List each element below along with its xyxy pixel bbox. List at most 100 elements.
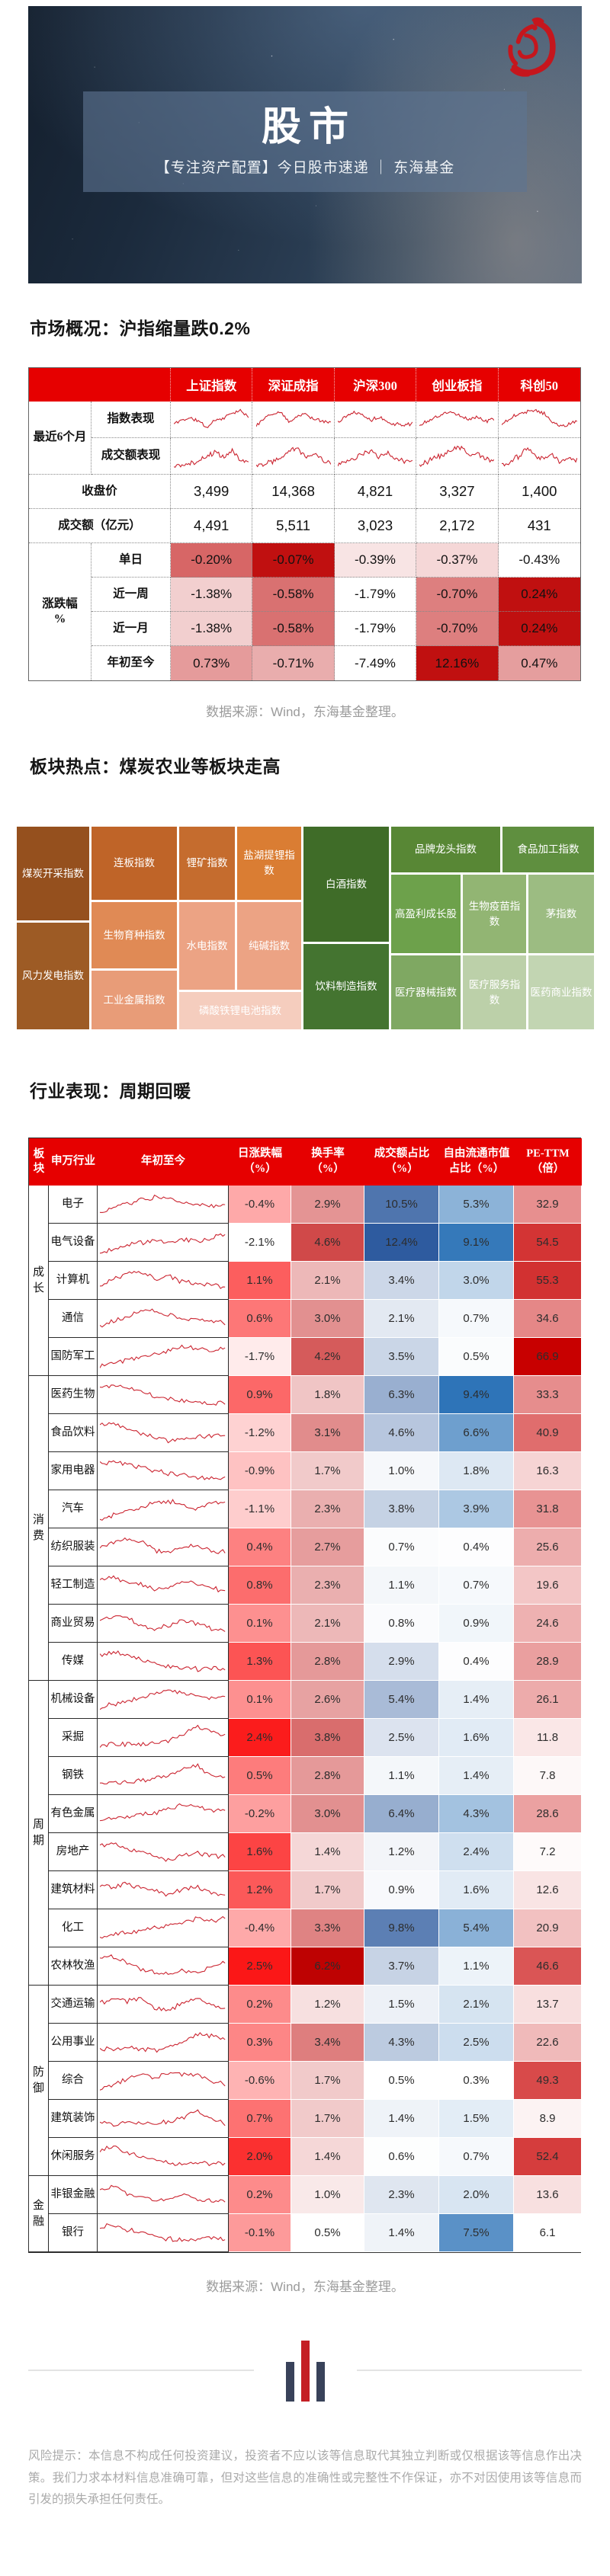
heatmap-cell: 32.9 — [514, 1186, 582, 1224]
banner-title-box: 股市 【专注资产配置】今日股市速递 ｜ 东海基金 — [83, 91, 527, 192]
sparkline-chart — [100, 1227, 225, 1258]
treemap-block: 磷酸铁锂电池指数 — [179, 992, 301, 1029]
row-label-turnover: 成交额（亿元） — [29, 509, 171, 543]
heatmap-cell: 0.2% — [229, 2176, 291, 2214]
industry-name: 家用电器 — [49, 1452, 98, 1490]
heatmap-cell: -0.4% — [229, 1909, 291, 1947]
heatmap-cell: 5.4% — [439, 1909, 514, 1947]
heatmap-cell: 1.5% — [364, 1986, 439, 2024]
sparkline-chart — [100, 1874, 225, 1906]
change-heatmap-cell: -0.43% — [498, 543, 580, 578]
heatmap-cell: 2.5% — [229, 1947, 291, 1986]
sector-group-label: 金融 — [29, 2176, 49, 2252]
heatmap-cell: 22.6 — [514, 2024, 582, 2062]
heatmap-cell: 3.0% — [291, 1795, 364, 1833]
industry-ytd-sparkline — [98, 2138, 229, 2176]
heatmap-cell: 0.8% — [364, 1605, 439, 1643]
industry-name: 国防军工 — [49, 1338, 98, 1376]
heatmap-cell: 11.8 — [514, 1719, 582, 1757]
heatmap-cell: 1.7% — [291, 1452, 364, 1490]
sparkline-chart — [100, 1722, 225, 1753]
change-heatmap-cell: 0.24% — [498, 578, 580, 612]
heatmap-cell: 0.7% — [229, 2100, 291, 2138]
heatmap-cell: 9.4% — [439, 1376, 514, 1414]
volume-performance-sparkline — [498, 438, 580, 475]
treemap-block: 医药商业指数 — [528, 955, 594, 1029]
change-heatmap-cell: -0.70% — [416, 578, 499, 612]
industry-ytd-sparkline — [98, 2214, 229, 2252]
heatmap-cell: 16.3 — [514, 1452, 582, 1490]
heatmap-cell: 1.1% — [364, 1757, 439, 1795]
heatmap-cell: 1.8% — [439, 1452, 514, 1490]
sparkline-chart — [100, 2179, 225, 2210]
heatmap-cell: 7.8 — [514, 1757, 582, 1795]
sparkline-chart — [100, 1646, 225, 1677]
industry-ytd-sparkline — [98, 2100, 229, 2138]
banner: 股市 【专注资产配置】今日股市速递 ｜ 东海基金 — [28, 6, 582, 283]
sector-group-label: 成长 — [29, 1186, 49, 1376]
industry-ytd-sparkline — [98, 1262, 229, 1300]
heatmap-cell: 1.2% — [364, 1833, 439, 1871]
heatmap-cell: 1.4% — [364, 2100, 439, 2138]
heatmap-cell: 0.7% — [439, 2138, 514, 2176]
heatmap-cell: 2.3% — [291, 1566, 364, 1605]
index-performance-sparkline — [498, 402, 580, 438]
heatmap-cell: 52.4 — [514, 2138, 582, 2176]
section-title-industry-performance: 行业表现：周期回暖 — [30, 1081, 191, 1101]
heatmap-cell: 0.5% — [439, 1338, 514, 1376]
heatmap-cell: 9.8% — [364, 1909, 439, 1947]
heatmap-cell: 2.1% — [291, 1262, 364, 1300]
heatmap-cell: 1.4% — [291, 1833, 364, 1871]
sparkline-chart — [100, 1493, 225, 1525]
change-heatmap-cell: -1.79% — [334, 578, 417, 612]
industry-name: 房地产 — [49, 1833, 98, 1871]
industry-ytd-sparkline — [98, 1909, 229, 1947]
table-corner-cell — [29, 368, 171, 402]
heatmap-cell: 0.2% — [229, 1986, 291, 2024]
change-period-label: 单日 — [92, 543, 171, 578]
heatmap-cell: 46.6 — [514, 1947, 582, 1986]
industry-table-header: 板块 — [29, 1138, 49, 1186]
industry-table-header: 成交额占比 （%） — [364, 1138, 439, 1186]
heatmap-cell: 3.5% — [364, 1338, 439, 1376]
heatmap-cell: 7.2 — [514, 1833, 582, 1871]
page-subtitle: 【专注资产配置】今日股市速递 ｜ 东海基金 — [155, 159, 455, 176]
change-heatmap-cell: -0.37% — [416, 543, 499, 578]
data-source-caption-2: 数据来源：Wind，东海基金整理。 — [206, 2280, 404, 2294]
industry-table-header: 年初至今 — [98, 1138, 229, 1186]
heatmap-cell: 25.6 — [514, 1528, 582, 1566]
treemap-block: 工业金属指数 — [92, 971, 177, 1029]
treemap-block: 食品加工指数 — [502, 827, 594, 872]
sparkline-chart — [338, 405, 413, 434]
heatmap-cell: 20.9 — [514, 1909, 582, 1947]
heatmap-cell: 0.3% — [439, 2062, 514, 2100]
industry-ytd-sparkline — [98, 1643, 229, 1681]
industry-table-header: 日涨跌幅 （%） — [229, 1138, 291, 1186]
industry-name: 医药生物 — [49, 1376, 98, 1414]
change-heatmap-cell: -1.79% — [334, 612, 417, 646]
heatmap-cell: 6.2% — [291, 1947, 364, 1986]
sparkline-chart — [174, 405, 249, 434]
change-heatmap-cell: -0.71% — [252, 646, 335, 680]
heatmap-cell: 66.9 — [514, 1338, 582, 1376]
heatmap-cell: 2.0% — [229, 2138, 291, 2176]
change-period-label: 年初至今 — [92, 646, 171, 680]
sparkline-chart — [100, 1189, 225, 1220]
heatmap-cell: 9.1% — [439, 1224, 514, 1262]
heatmap-cell: 2.1% — [291, 1605, 364, 1643]
industry-name: 汽车 — [49, 1490, 98, 1528]
heatmap-cell: 1.1% — [439, 1947, 514, 1986]
heatmap-cell: 55.3 — [514, 1262, 582, 1300]
heatmap-cell: 1.0% — [364, 1452, 439, 1490]
sparkline-chart — [100, 1455, 225, 1486]
treemap-block: 茅指数 — [528, 875, 594, 953]
heatmap-cell: 1.8% — [291, 1376, 364, 1414]
sparkline-chart — [100, 1989, 225, 2020]
industry-name: 化工 — [49, 1909, 98, 1947]
market-overview-table: 上证指数 深证成指 沪深300 创业板指 科创50 最近6个月 指数表现 成交额表现 收盘价 3,… — [28, 367, 581, 681]
industry-ytd-sparkline — [98, 1224, 229, 1262]
heatmap-cell: 0.9% — [439, 1605, 514, 1643]
treemap-block: 水电指数 — [179, 902, 235, 990]
brand-bar-navy-right — [316, 2362, 325, 2402]
sparkline-chart — [100, 2217, 225, 2248]
